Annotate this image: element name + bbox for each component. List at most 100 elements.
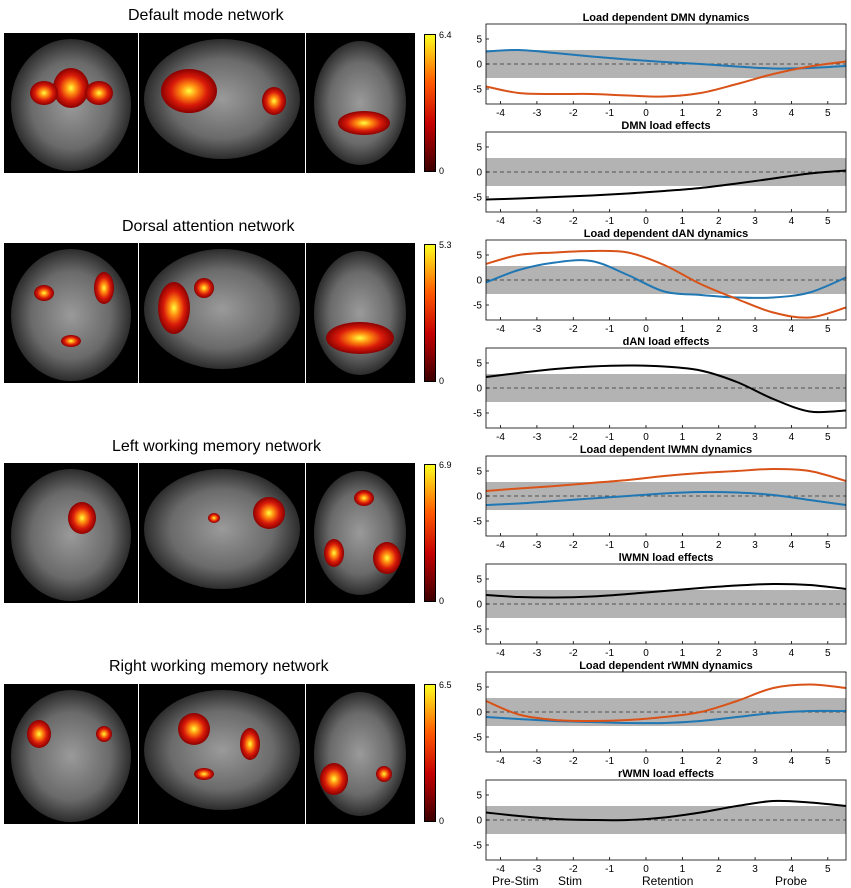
x-tick-label: 3 <box>752 324 758 335</box>
y-tick-label: -5 <box>473 301 482 312</box>
x-tick-label: 2 <box>716 540 722 551</box>
colorbar-dan <box>424 244 436 382</box>
x-tick-label: 2 <box>716 108 722 119</box>
y-tick-label: -5 <box>473 733 482 744</box>
x-tick-label: -3 <box>532 324 541 335</box>
brain-panel-dan <box>4 243 415 383</box>
x-tick-label: 3 <box>752 540 758 551</box>
phase-label-stim: Stim <box>558 874 582 888</box>
colorbar-min-rwmn: 0 <box>439 816 445 826</box>
x-tick-label: -2 <box>569 432 578 443</box>
x-tick-label: 5 <box>825 756 831 767</box>
series-line-orange <box>485 467 847 492</box>
y-tick-label: -5 <box>473 625 482 636</box>
x-tick-label: 1 <box>680 756 686 767</box>
x-tick-label: 4 <box>789 432 795 443</box>
x-tick-label: 0 <box>643 108 649 119</box>
y-tick-label: 0 <box>476 492 482 503</box>
chart-title: DMN load effects <box>621 120 710 132</box>
y-tick-label: -5 <box>473 841 482 852</box>
x-tick-label: 4 <box>789 216 795 227</box>
chart-title: Load dependent rWMN dynamics <box>579 660 753 672</box>
x-tick-label: -4 <box>496 432 505 443</box>
x-tick-label: -1 <box>605 864 614 875</box>
x-tick-label: -4 <box>496 648 505 659</box>
phase-label-retention: Retention <box>642 874 694 888</box>
phase-label-prestim: Pre-Stim <box>492 874 539 888</box>
x-tick-label: -3 <box>532 756 541 767</box>
x-tick-label: -2 <box>569 648 578 659</box>
x-tick-label: 1 <box>680 432 686 443</box>
x-tick-label: 1 <box>680 324 686 335</box>
y-tick-label: 0 <box>476 708 482 719</box>
x-tick-label: 5 <box>825 864 831 875</box>
y-tick-label: 5 <box>476 791 482 802</box>
x-tick-label: -3 <box>532 216 541 227</box>
network-title-rwmn: Right working memory network <box>109 658 329 675</box>
y-tick-label: 0 <box>476 600 482 611</box>
brain-panel-rwmn <box>4 684 415 824</box>
x-tick-label: 2 <box>716 432 722 443</box>
y-tick-label: 0 <box>476 276 482 287</box>
x-tick-label: 2 <box>716 324 722 335</box>
x-tick-label: -3 <box>532 432 541 443</box>
x-tick-label: -2 <box>569 108 578 119</box>
network-title-lwmn: Left working memory network <box>112 438 321 455</box>
x-tick-label: -2 <box>569 864 578 875</box>
significance-band <box>486 590 846 618</box>
series-line-blue <box>485 48 847 70</box>
x-tick-label: 0 <box>643 648 649 659</box>
colorbar-min-lwmn: 0 <box>439 596 445 606</box>
x-tick-label: 2 <box>716 864 722 875</box>
colorbar-max-dmn: 6.4 <box>439 30 452 40</box>
x-tick-label: -1 <box>605 216 614 227</box>
series-line-orange <box>485 60 847 98</box>
significance-band <box>486 374 846 402</box>
y-tick-label: 5 <box>476 143 482 154</box>
colorbar-max-lwmn: 6.9 <box>439 460 452 470</box>
y-tick-label: 5 <box>476 683 482 694</box>
y-tick-label: 5 <box>476 467 482 478</box>
colorbar-max-rwmn: 6.5 <box>439 680 452 690</box>
x-tick-label: 4 <box>789 324 795 335</box>
series-line-orange <box>485 683 847 723</box>
activation-blob <box>53 68 89 108</box>
series-line-blue <box>485 709 847 725</box>
colorbar-min-dmn: 0 <box>439 166 445 176</box>
network-title-dan: Dorsal attention network <box>122 218 295 235</box>
x-tick-label: -2 <box>569 756 578 767</box>
y-tick-label: 5 <box>476 251 482 262</box>
x-tick-label: 0 <box>643 324 649 335</box>
network-title-dmn: Default mode network <box>128 7 284 24</box>
colorbar-lwmn <box>424 464 436 602</box>
series-line-orange <box>485 249 847 319</box>
x-tick-label: -1 <box>605 756 614 767</box>
brain-panel-lwmn <box>4 463 415 603</box>
x-tick-label: 1 <box>680 648 686 659</box>
chart-title: Load dependent lWMN dynamics <box>580 444 752 456</box>
series-line-blue <box>485 259 847 299</box>
x-tick-label: 4 <box>789 540 795 551</box>
colorbar-dmn <box>424 34 436 172</box>
y-tick-label: 0 <box>476 60 482 71</box>
x-tick-label: -4 <box>496 540 505 551</box>
y-tick-label: 5 <box>476 575 482 586</box>
x-tick-label: 0 <box>643 540 649 551</box>
x-tick-label: -1 <box>605 108 614 119</box>
x-tick-label: -3 <box>532 648 541 659</box>
y-tick-label: 0 <box>476 168 482 179</box>
series-line-black <box>485 582 847 599</box>
x-tick-label: 3 <box>752 216 758 227</box>
x-tick-label: -1 <box>605 648 614 659</box>
x-tick-label: 5 <box>825 108 831 119</box>
y-tick-label: -5 <box>473 85 482 96</box>
colorbar-min-dan: 0 <box>439 376 445 386</box>
x-tick-label: 5 <box>825 540 831 551</box>
phase-label-probe: Probe <box>775 874 808 888</box>
x-tick-label: 2 <box>716 216 722 227</box>
x-tick-label: 3 <box>752 108 758 119</box>
x-tick-label: 2 <box>716 648 722 659</box>
x-tick-label: -3 <box>532 108 541 119</box>
x-tick-label: 0 <box>643 756 649 767</box>
series-line-blue <box>485 490 847 506</box>
